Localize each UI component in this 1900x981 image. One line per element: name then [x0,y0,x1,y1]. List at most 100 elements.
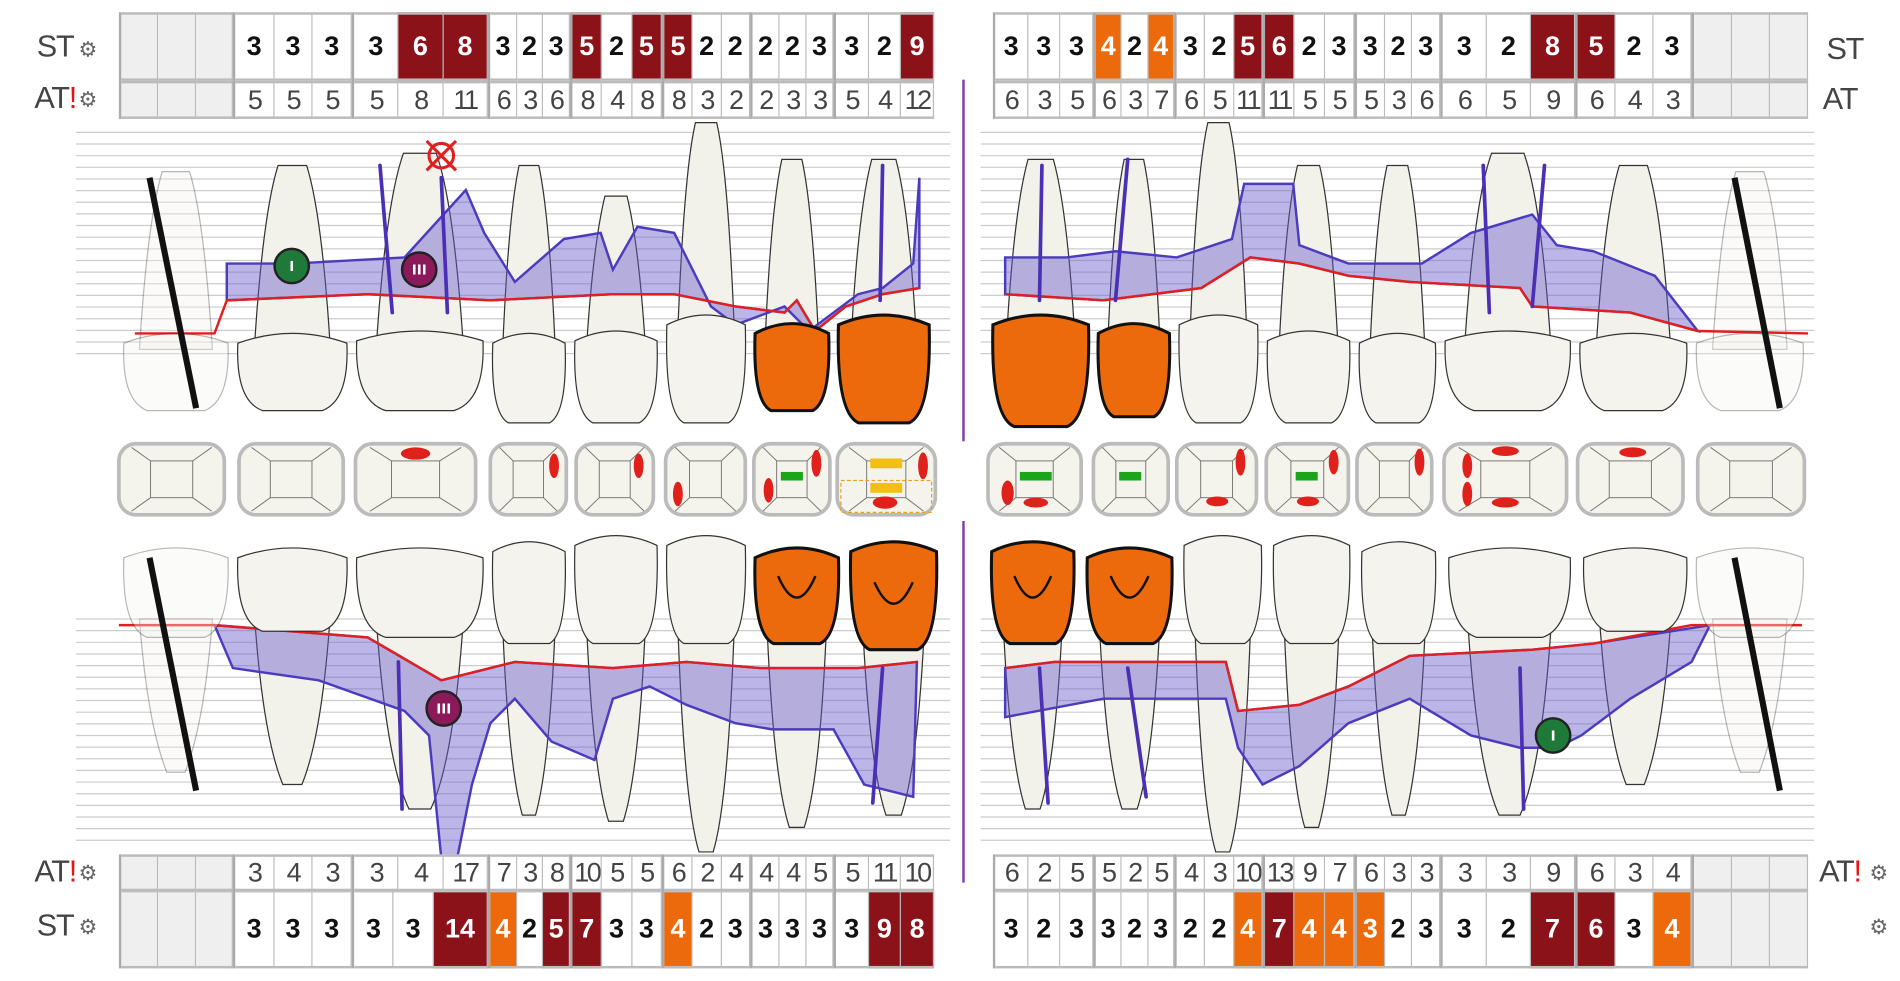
attachment-level-cell[interactable]: 3 [692,80,722,119]
attachment-level-cell[interactable]: 3 [235,854,275,892]
probing-depth-cell[interactable]: 4 [490,889,517,969]
probing-depth-cell[interactable]: 3 [1060,889,1094,969]
probing-depth-cell[interactable]: 2 [1176,889,1206,969]
attachment-level-cell[interactable]: 6 [1095,80,1123,119]
attachment-level-cell[interactable]: 3 [354,854,399,892]
attachment-level-cell[interactable]: 6 [543,80,571,119]
probing-depth-cell[interactable]: 7 [1531,889,1576,969]
probing-depth-cell[interactable]: 5 [664,12,693,81]
probing-depth-cell[interactable]: 2 [692,12,722,81]
probing-depth-cell[interactable]: 3 [1028,12,1061,81]
probing-depth-cell[interactable]: 5 [1233,12,1263,81]
attachment-level-cell[interactable]: 6 [995,854,1029,892]
at-cell-empty[interactable] [158,80,196,119]
probing-depth-cell[interactable]: 3 [995,889,1029,969]
attachment-level-cell[interactable]: 3 [1486,854,1532,892]
at-cell-empty[interactable] [121,854,159,892]
attachment-level-cell[interactable]: 9 [1531,80,1576,119]
attachment-level-cell[interactable]: 11 [868,854,902,892]
probing-depth-cell[interactable]: 7 [572,889,603,969]
attachment-level-cell[interactable]: 5 [1324,80,1355,119]
probing-depth-cell[interactable]: 2 [602,12,633,81]
probing-depth-cell[interactable]: 4 [664,889,693,969]
attachment-level-cell[interactable]: 2 [1028,854,1061,892]
at-cell-empty[interactable] [1694,854,1733,892]
attachment-level-cell[interactable]: 6 [1577,854,1616,892]
st-cell-empty[interactable] [121,12,159,81]
probing-depth-cell[interactable]: 6 [398,12,444,81]
probing-depth-cell[interactable]: 3 [806,889,834,969]
probing-depth-cell[interactable]: 2 [868,12,902,81]
probing-depth-cell[interactable]: 6 [1577,889,1616,969]
attachment-level-cell[interactable]: 6 [995,80,1029,119]
gear-icon[interactable]: ⚙ [78,861,98,886]
gear-icon[interactable]: ⚙ [78,915,98,939]
probing-depth-cell[interactable]: 3 [632,889,662,969]
probing-depth-cell[interactable]: 2 [1028,889,1061,969]
attachment-level-cell[interactable]: 4 [1615,80,1654,119]
attachment-level-cell[interactable]: 17 [443,854,488,892]
st-cell-empty[interactable] [121,889,159,969]
attachment-level-cell[interactable]: 6 [1442,80,1487,119]
attachment-level-cell[interactable]: 3 [313,854,352,892]
at-cell-empty[interactable] [1770,854,1809,892]
attachment-level-cell[interactable]: 4 [274,854,314,892]
probing-depth-cell[interactable]: 14 [433,889,488,969]
attachment-level-cell[interactable]: 5 [1294,80,1325,119]
probing-depth-cell[interactable]: 5 [632,12,662,81]
attachment-level-cell[interactable]: 2 [721,80,751,119]
gear-icon[interactable]: ⚙ [1869,861,1889,886]
probing-depth-cell[interactable]: 3 [313,12,352,81]
attachment-level-cell[interactable]: 4 [779,854,807,892]
attachment-level-cell[interactable]: 3 [1205,854,1234,892]
attachment-level-cell[interactable]: 4 [398,854,444,892]
probing-depth-cell[interactable]: 2 [1205,889,1234,969]
attachment-level-cell[interactable]: 3 [1412,854,1441,892]
attachment-level-cell[interactable]: 6 [1577,80,1616,119]
gear-icon[interactable]: ⚙ [78,37,98,62]
probing-depth-cell[interactable]: 3 [274,12,314,81]
st-cell-empty[interactable] [1694,12,1733,81]
probing-depth-cell[interactable]: 3 [1412,12,1441,81]
attachment-level-cell[interactable]: 5 [632,854,662,892]
at-cell-empty[interactable] [121,80,159,119]
probing-depth-cell[interactable]: 8 [1531,12,1576,81]
st-cell-empty[interactable] [195,889,233,969]
attachment-level-cell[interactable]: 6 [1412,80,1441,119]
attachment-level-cell[interactable]: 5 [313,80,352,119]
attachment-level-cell[interactable]: 13 [1265,854,1295,892]
attachment-level-cell[interactable]: 3 [516,854,544,892]
probing-depth-cell[interactable]: 4 [1095,12,1123,81]
probing-depth-cell[interactable]: 2 [1384,889,1413,969]
probing-depth-cell[interactable]: 2 [516,12,544,81]
attachment-level-cell[interactable]: 5 [1060,80,1094,119]
st-cell-empty[interactable] [195,12,233,81]
attachment-level-cell[interactable]: 7 [1148,80,1175,119]
at-cell-empty[interactable] [195,80,233,119]
attachment-level-cell[interactable]: 4 [868,80,902,119]
attachment-level-cell[interactable]: 10 [572,854,603,892]
attachment-level-cell[interactable]: 3 [1442,854,1487,892]
probing-depth-cell[interactable]: 5 [1577,12,1616,81]
probing-depth-cell[interactable]: 3 [995,12,1029,81]
st-cell-empty[interactable] [1770,889,1809,969]
probing-depth-cell[interactable]: 3 [1615,889,1654,969]
probing-depth-cell[interactable]: 7 [1265,889,1295,969]
attachment-level-cell[interactable]: 3 [1615,854,1654,892]
attachment-level-cell[interactable]: 8 [572,80,603,119]
attachment-level-cell[interactable]: 5 [602,854,633,892]
probing-depth-cell[interactable]: 3 [313,889,352,969]
attachment-level-cell[interactable]: 4 [721,854,751,892]
attachment-level-cell[interactable]: 3 [806,80,834,119]
gear-icon[interactable]: ⚙ [1869,915,1889,939]
st-cell-empty[interactable] [1732,12,1771,81]
attachment-level-cell[interactable]: 3 [779,80,807,119]
probing-depth-cell[interactable]: 3 [354,889,394,969]
probing-depth-cell[interactable]: 2 [1122,12,1149,81]
attachment-level-cell[interactable]: 5 [806,854,834,892]
probing-depth-cell[interactable]: 3 [543,12,571,81]
probing-depth-cell[interactable]: 2 [779,12,807,81]
probing-depth-cell[interactable]: 9 [868,889,902,969]
probing-depth-cell[interactable]: 3 [779,889,807,969]
attachment-level-cell[interactable]: 6 [1356,854,1385,892]
